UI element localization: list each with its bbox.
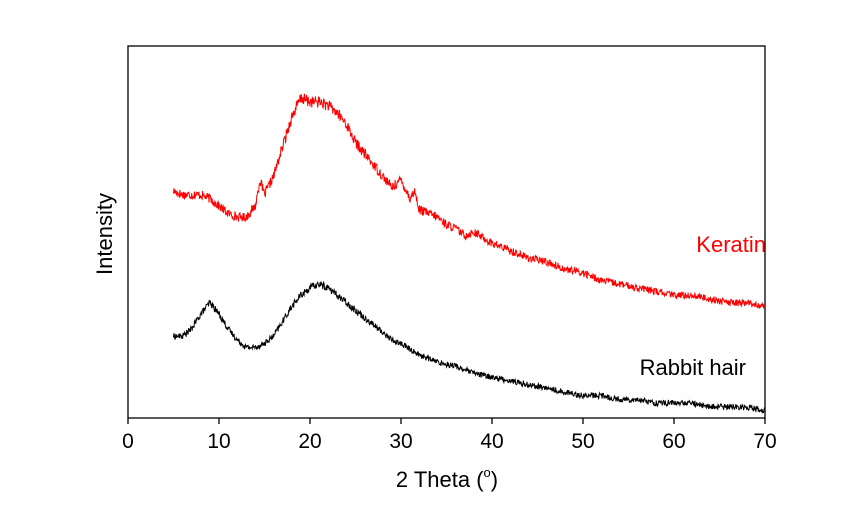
x-tick-label: 40 [480, 430, 503, 453]
plot-frame [127, 45, 766, 419]
x-tick-label: 20 [298, 430, 321, 453]
plot-border [127, 45, 766, 419]
y-axis-label: Intensity [92, 193, 117, 275]
x-tick-label: 0 [122, 430, 134, 453]
series-line-keratin [173, 93, 766, 309]
x-axis-label-close: ) [491, 467, 498, 492]
series-label-keratin: Keratin [696, 232, 766, 257]
series-label-rabbit-hair: Rabbit hair [640, 355, 746, 380]
series-labels: Keratin Rabbit hair [640, 232, 766, 380]
x-tick-label: 10 [207, 430, 230, 453]
x-tick-label: 50 [571, 430, 594, 453]
series-layer [173, 93, 766, 414]
x-tick-label: 30 [389, 430, 412, 453]
x-axis-label-main: 2 Theta ( [396, 467, 484, 492]
x-tick-label: 60 [662, 430, 685, 453]
x-axis-label-degree: o [484, 465, 491, 480]
series-line-rabbit-hair [173, 280, 766, 414]
x-axis-ticks: 0 10 20 30 40 50 60 70 [122, 418, 777, 453]
x-tick-label: 70 [753, 430, 776, 453]
x-axis-label: 2 Theta (o) [396, 465, 498, 492]
